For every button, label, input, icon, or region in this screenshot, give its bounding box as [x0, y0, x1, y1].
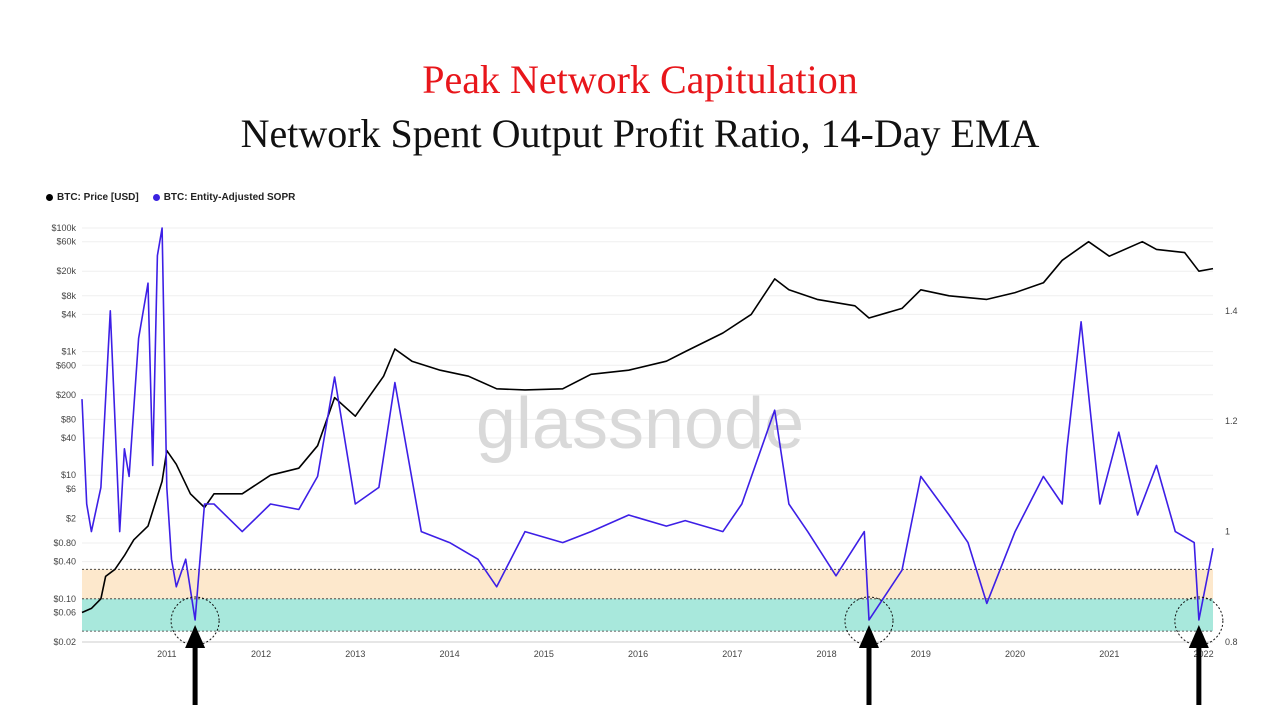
y-left-tick: $200: [56, 390, 76, 400]
legend-dot-price: [46, 194, 53, 201]
price-line: [81, 240, 1214, 614]
x-tick: 2012: [251, 649, 271, 659]
arrow-shaft: [866, 645, 872, 705]
y-left-tick: $0.02: [53, 637, 76, 647]
legend-label-sopr: BTC: Entity-Adjusted SOPR: [163, 192, 296, 203]
y-left-tick: $1k: [61, 347, 76, 357]
y-right-tick: 1.2: [1225, 416, 1238, 426]
x-tick: 2014: [440, 649, 460, 659]
arrow-head: [185, 625, 206, 648]
y-left-tick: $4k: [61, 309, 76, 319]
arrow-shaft: [1196, 645, 1202, 705]
y-left-tick: $0.10: [53, 594, 76, 604]
x-tick: 2020: [1005, 649, 1025, 659]
x-tick: 2018: [817, 649, 837, 659]
sopr-line: [81, 227, 1214, 621]
arrow-head: [858, 625, 879, 648]
chart-title: Peak Network Capitulation: [422, 57, 858, 102]
chart-subtitle: Network Spent Output Profit Ratio, 14-Da…: [240, 111, 1040, 156]
legend-item-price[interactable]: BTC: Price [USD]: [46, 192, 139, 203]
y-right-tick: 1.4: [1225, 306, 1238, 316]
x-tick: 2015: [534, 649, 554, 659]
y-left-tick: $100k: [51, 223, 76, 233]
y-left-tick: $0.06: [53, 608, 76, 618]
band-teal: [82, 598, 1213, 632]
x-tick: 2022: [1194, 649, 1214, 659]
legend-item-sopr[interactable]: BTC: Entity-Adjusted SOPR: [152, 192, 296, 203]
y-left-tick: $10: [61, 470, 76, 480]
watermark: glassnode: [476, 384, 804, 464]
y-left-tick: $600: [56, 360, 76, 370]
y-left-tick: $80: [61, 414, 76, 424]
x-tick: 2016: [628, 649, 648, 659]
x-tick: 2021: [1099, 649, 1119, 659]
x-tick: 2013: [345, 649, 365, 659]
y-left-tick: $2: [66, 513, 76, 523]
legend-label-price: BTC: Price [USD]: [57, 192, 139, 203]
y-left-tick: $6: [66, 484, 76, 494]
legend-dot-sopr: [152, 194, 160, 201]
band-orange: [82, 569, 1213, 599]
y-left-tick: $20k: [56, 266, 76, 276]
arrow-shaft: [192, 645, 198, 705]
y-left-tick: $8k: [61, 291, 76, 301]
y-left-tick: $40: [61, 433, 76, 443]
y-left-tick: $60k: [56, 237, 76, 247]
x-tick: 2011: [157, 649, 176, 659]
y-left-tick: $0.40: [53, 557, 76, 567]
x-tick: 2019: [911, 649, 931, 659]
y-left-tick: $0.80: [53, 538, 76, 548]
y-right-tick: 0.8: [1225, 637, 1238, 647]
arrow-head: [1188, 625, 1209, 648]
x-tick: 2017: [722, 649, 742, 659]
y-right-tick: 1: [1225, 527, 1230, 537]
chart-legend: BTC: Price [USD] BTC: Entity-Adjusted SO…: [46, 192, 295, 203]
